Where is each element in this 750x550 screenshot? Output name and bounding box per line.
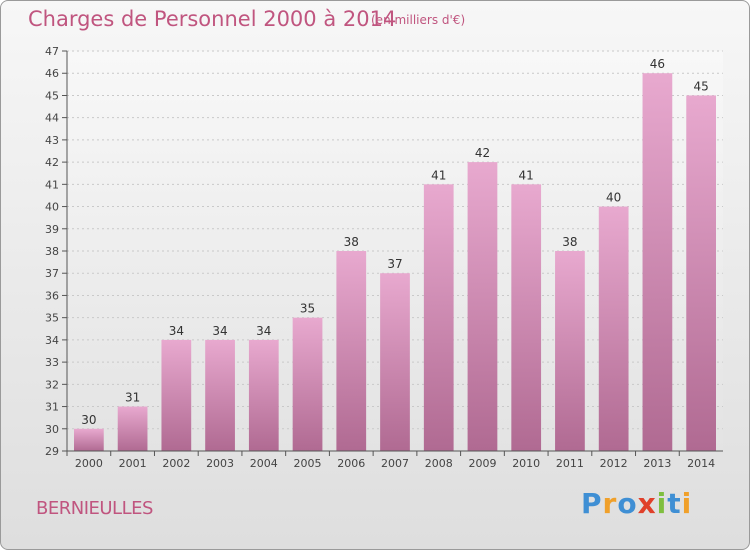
y-tick-label: 40 <box>45 201 59 214</box>
x-tick-label: 2008 <box>425 457 453 470</box>
x-tick-label: 2014 <box>687 457 715 470</box>
bars-group <box>73 73 717 452</box>
bar <box>423 184 454 452</box>
x-tick-label: 2011 <box>556 457 584 470</box>
bar-value-label: 41 <box>519 168 534 182</box>
bar-value-label: 40 <box>606 191 621 205</box>
y-tick-label: 32 <box>45 378 59 391</box>
y-tick-label: 46 <box>45 67 59 80</box>
bar-value-label: 46 <box>650 57 665 71</box>
y-tick-label: 41 <box>45 178 59 191</box>
y-tick-label: 47 <box>45 45 59 58</box>
y-tick-label: 44 <box>45 112 59 125</box>
y-tick-label: 39 <box>45 223 59 236</box>
bar-value-label: 30 <box>81 413 96 427</box>
y-tick-label: 37 <box>45 267 59 280</box>
bar-value-label: 38 <box>344 235 359 249</box>
y-tick-label: 33 <box>45 356 59 369</box>
x-tick-label: 2000 <box>75 457 103 470</box>
y-tick-label: 42 <box>45 156 59 169</box>
value-labels-group: 30 31 34 34 34 35 38 37 41 42 41 38 40 46 45 <box>81 57 709 427</box>
bar <box>292 317 323 451</box>
x-tick-label: 2004 <box>250 457 278 470</box>
y-tick-label: 31 <box>45 401 59 414</box>
bar-value-label: 35 <box>300 302 315 316</box>
y-tick-label: 29 <box>45 445 59 458</box>
bar-value-label: 34 <box>256 324 271 338</box>
x-tick-label: 2003 <box>206 457 234 470</box>
bar <box>642 73 673 451</box>
y-tick-label: 30 <box>45 423 59 436</box>
bar-value-label: 38 <box>562 235 577 249</box>
bar-value-label: 41 <box>431 168 446 182</box>
bar <box>248 339 279 451</box>
x-tick-label: 2013 <box>643 457 671 470</box>
chart-subtitle: (en milliers d'€) <box>371 13 466 27</box>
y-tick-label: 36 <box>45 289 59 302</box>
y-tick-label: 45 <box>45 89 59 102</box>
y-axis: 29 30 31 32 33 34 35 36 37 38 39 40 41 42 43 44 45 46 47 <box>45 45 68 458</box>
x-tick-label: 2012 <box>600 457 628 470</box>
bar <box>380 273 410 451</box>
bar <box>73 428 104 451</box>
bar <box>511 184 542 452</box>
x-tick-label: 2005 <box>294 457 322 470</box>
bar <box>205 339 235 451</box>
bar <box>161 339 192 451</box>
proxiti-logo: Proxiti <box>581 487 693 520</box>
bar <box>555 251 585 451</box>
x-tick-label: 2002 <box>162 457 190 470</box>
x-tick-label: 2009 <box>468 457 496 470</box>
y-tick-label: 38 <box>45 245 59 258</box>
y-tick-label: 35 <box>45 312 59 325</box>
chart-title: Charges de Personnel 2000 à 2014 <box>28 7 397 31</box>
bar-value-label: 34 <box>169 324 184 338</box>
bar-value-label: 42 <box>475 146 490 160</box>
y-tick-label: 34 <box>45 334 59 347</box>
bar <box>336 251 367 451</box>
bar-value-label: 34 <box>212 324 227 338</box>
bar-value-label: 37 <box>387 257 402 271</box>
x-tick-label: 2006 <box>337 457 365 470</box>
x-axis: 2000 2001 2002 2003 2004 2005 2006 2007 2008 2009… <box>66 450 723 470</box>
bar <box>117 406 148 451</box>
x-tick-label: 2007 <box>381 457 409 470</box>
bar <box>686 95 717 451</box>
bar <box>467 162 498 451</box>
bar-value-label: 45 <box>693 79 708 93</box>
town-name: BERNIEULLES <box>36 498 153 519</box>
x-tick-label: 2010 <box>512 457 540 470</box>
bar <box>598 206 629 451</box>
x-tick-label: 2001 <box>119 457 147 470</box>
bar-value-label: 31 <box>125 391 140 405</box>
y-tick-label: 43 <box>45 134 59 147</box>
